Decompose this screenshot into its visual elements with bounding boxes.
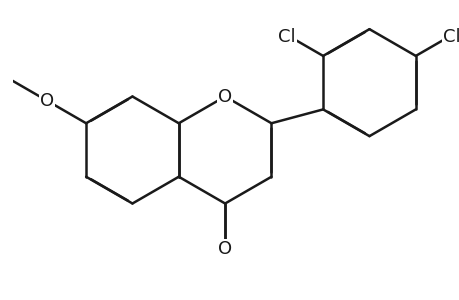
Text: O: O: [218, 88, 232, 106]
Text: Cl: Cl: [442, 28, 459, 46]
Text: O: O: [39, 92, 54, 110]
Text: O: O: [218, 240, 232, 258]
Text: Cl: Cl: [277, 28, 295, 46]
